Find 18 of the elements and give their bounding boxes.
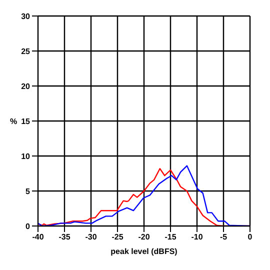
- y-tick-label: 20: [21, 82, 31, 91]
- x-tick-label: -35: [58, 232, 71, 242]
- x-tick-label: 0: [248, 232, 253, 242]
- y-tick-label: 10: [21, 152, 31, 161]
- y-tick-label: 30: [21, 12, 31, 21]
- y-axis-title: %: [10, 116, 18, 126]
- x-tick-label: -15: [164, 232, 177, 242]
- x-tick-label: -5: [220, 232, 228, 242]
- x-tick-label: -30: [85, 232, 98, 242]
- x-tick-label: -20: [138, 232, 150, 242]
- x-tick-label: -40: [32, 232, 44, 242]
- y-tick-label: 5: [26, 186, 31, 196]
- y-tick-label: 0: [26, 222, 31, 231]
- x-tick-label: -10: [191, 232, 204, 242]
- y-tick-label: 15: [21, 116, 31, 126]
- y-tick-label: 25: [21, 46, 31, 56]
- x-tick-label: -25: [112, 232, 124, 242]
- x-axis-title: peak level (dBFS): [110, 247, 178, 256]
